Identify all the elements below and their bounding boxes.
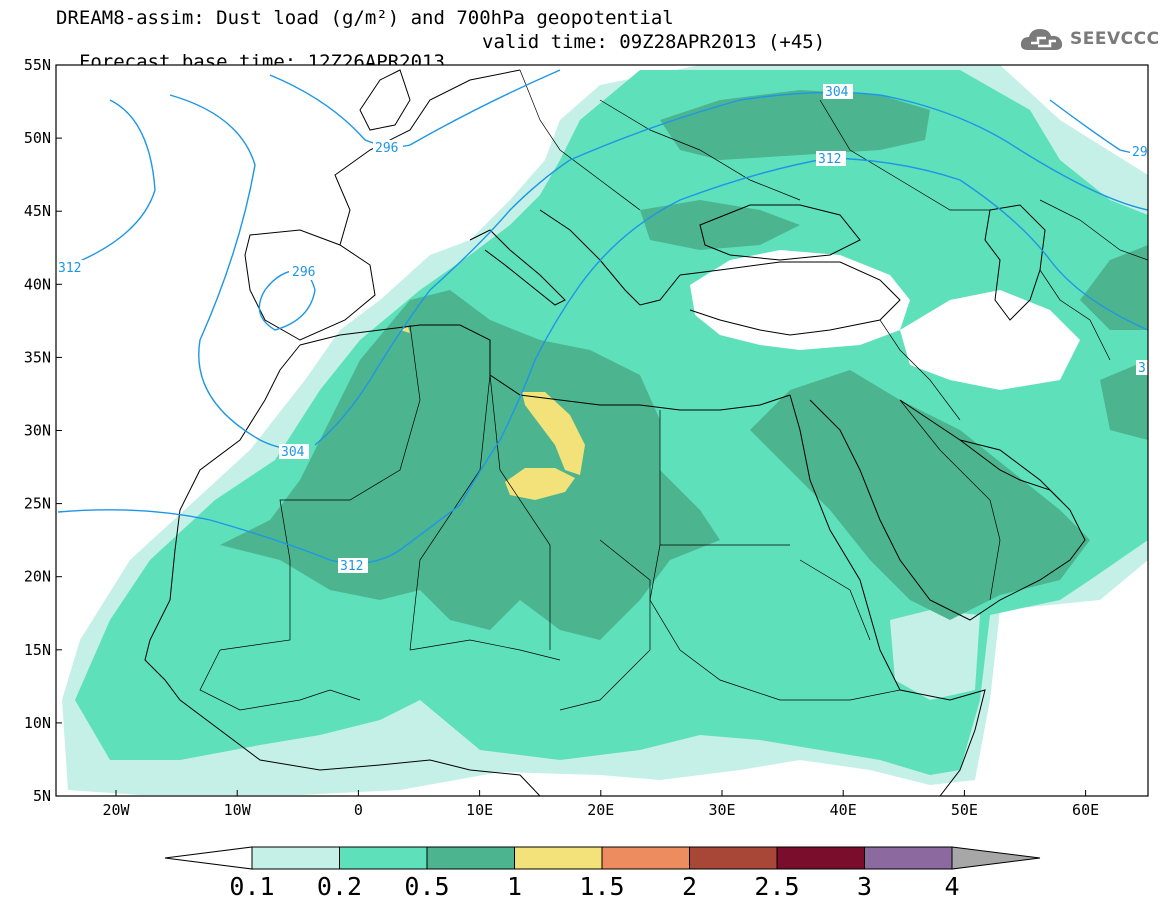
dust-band-0.5-russia <box>660 90 930 160</box>
contour-labels: 296 304 312 296 312 304 312 29 3 <box>56 84 1148 574</box>
contour-label-312-south: 312 <box>340 559 363 574</box>
lat-label: 15N <box>24 641 51 659</box>
country-borders <box>199 69 1148 711</box>
lon-label: 20E <box>587 801 614 819</box>
lat-label: 55N <box>24 56 51 74</box>
lat-label: 45N <box>24 202 51 220</box>
contour-label-304-west: 304 <box>281 445 305 460</box>
latitude-axis: 55N 50N 45N 40N 35N 30N 25N 20N 15N 10N 5N <box>24 56 62 805</box>
map-title: DREAM8-assim: Dust load (g/m²) and 700hP… <box>56 7 674 29</box>
dust-band-1-north <box>522 392 585 475</box>
lat-label: 50N <box>24 129 51 147</box>
contour-label-3-east: 3 <box>1138 361 1146 376</box>
lon-label: 10E <box>466 801 493 819</box>
lon-label: 40E <box>830 801 857 819</box>
contour-label-312-west: 312 <box>58 261 81 276</box>
contour-label-29-east: 29 <box>1132 145 1148 160</box>
contour-label-304-north: 304 <box>825 85 849 100</box>
contour-label-312-north: 312 <box>818 152 841 167</box>
lon-label: 10W <box>224 801 252 819</box>
dust-band-0.5-balkans <box>640 200 800 250</box>
cloud-logo-icon <box>1020 29 1063 50</box>
dust-band-1-tiny <box>400 327 410 333</box>
clear-area-iran <box>900 290 1080 390</box>
lat-label: 40N <box>24 275 51 293</box>
lat-label: 25N <box>24 495 51 513</box>
contour-label-296-iberia: 296 <box>292 265 315 280</box>
dust-band-0.5-sahara <box>220 290 720 640</box>
dust-band-0.5-arabia <box>750 370 1090 620</box>
valid-time: valid time: 09Z28APR2013 (+45) <box>482 31 826 53</box>
lat-label: 5N <box>33 787 51 805</box>
dust-band-0.5-caspian <box>1080 245 1148 330</box>
lat-label: 35N <box>24 348 51 366</box>
lat-label: 10N <box>24 714 51 732</box>
contour-label-296-europe: 296 <box>375 141 398 156</box>
lon-label: 50E <box>951 801 978 819</box>
clear-area-gulf-of-aden <box>890 610 980 700</box>
lon-label: 30E <box>708 801 735 819</box>
dust-band-0.5-iran <box>1100 360 1148 440</box>
longitude-axis: 20W 10W 0 10E 20E 30E 40E 50E 60E <box>102 790 1099 819</box>
dust-band-1-south <box>505 468 575 500</box>
lat-label: 20N <box>24 568 51 586</box>
logo: SEEVCCC <box>1018 22 1160 56</box>
lon-label: 20W <box>102 801 130 819</box>
lat-label: 30N <box>24 422 51 440</box>
logo-text: SEEVCCC <box>1070 29 1160 49</box>
lon-label: 60E <box>1072 801 1099 819</box>
geopotential-isolines <box>57 69 1148 565</box>
lon-label: 0 <box>354 801 363 819</box>
